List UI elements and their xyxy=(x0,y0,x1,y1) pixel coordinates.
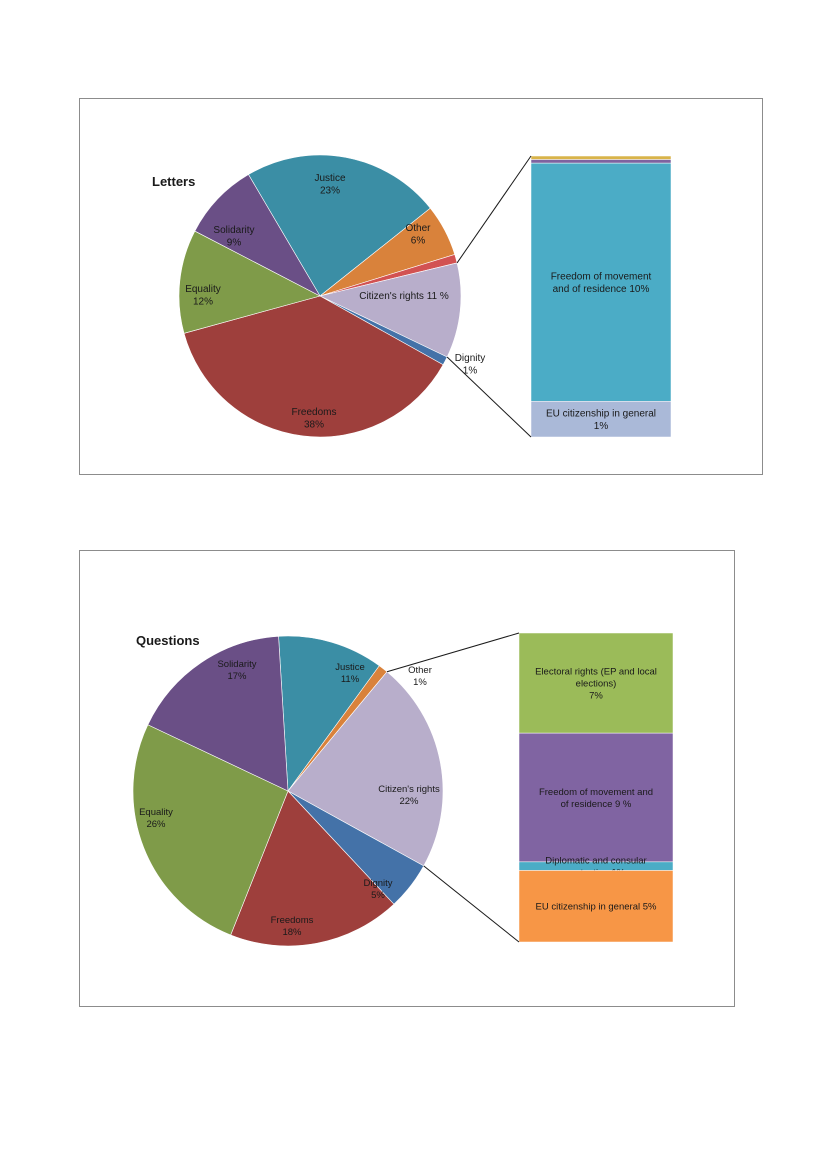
questions-label-dignity: Dignity 5% xyxy=(363,878,392,901)
letters-chart-title: Letters xyxy=(152,174,195,189)
questions-bar-segment-eu-citizenship-in-general xyxy=(518,870,674,943)
letters-chart: Justice 23% Other 6% Citizen's rights 11 % Di… xyxy=(79,98,763,475)
letters-label-citizen-s-rights: Citizen's rights 11 % xyxy=(359,291,449,302)
letters-slice-equality xyxy=(178,230,321,334)
letters-slice-solidarity xyxy=(194,174,321,297)
letters-connector-top xyxy=(456,155,532,264)
letters-slice-citizen-s-rights xyxy=(319,262,462,358)
questions-bar-label-eu-citizenship-in-general: EU citizenship in general 5% xyxy=(536,902,657,913)
questions-label-justice: Justice 11% xyxy=(335,662,365,685)
letters-chart-svg: Justice 23% Other 6% Citizen's rights 11 % Di… xyxy=(152,154,672,438)
letters-bar-segment-minor-1 xyxy=(530,159,672,164)
questions-label-other: Other 1% xyxy=(408,665,432,688)
questions-bar-segment-freedom-of-movement-and-of-residence xyxy=(518,732,674,863)
letters-slice-freedoms xyxy=(183,295,444,438)
letters-label-justice: Justice 23% xyxy=(314,173,346,197)
questions-label-freedoms: Freedoms 18% xyxy=(271,915,314,938)
letters-bar-segment-eu-citizenship-in-general xyxy=(530,401,672,438)
questions-label-equality: Equality 26% xyxy=(139,807,173,830)
questions-label-citizen-s-rights: Citizen's rights 22% xyxy=(378,784,440,807)
letters-bar-segment-freedom-of-movement-and-of-residence xyxy=(530,162,672,402)
letters-bar-label-eu-citizenship-in-general: EU citizenship in general 1% xyxy=(546,408,656,432)
questions-slice-solidarity xyxy=(147,635,289,792)
questions-chart-svg: Justice 11% Other 1% Citizen's rights 22% Dign… xyxy=(132,632,674,947)
questions-bar-label-freedom-of-movement-and-of-residence: Freedom of movement and of residence 9 % xyxy=(539,787,653,810)
letters-bar-segment-minor-0 xyxy=(530,155,672,160)
letters-label-freedoms: Freedoms 38% xyxy=(291,407,336,431)
questions-connector-bottom xyxy=(423,865,520,943)
letters-label-dignity: Dignity 1% xyxy=(455,353,486,377)
questions-bar-label-electoral-rights-ep-and-local-elections: Electoral rights (EP and local elections)… xyxy=(535,667,657,702)
questions-slice-freedoms xyxy=(230,790,395,947)
letters-label-equality: Equality 12% xyxy=(185,284,221,308)
questions-chart-title: Questions xyxy=(136,633,200,648)
letters-bar-label-freedom-of-movement-and-of-residence: Freedom of movement and of residence 10% xyxy=(551,271,652,295)
questions-slice-citizen-s-rights xyxy=(287,671,444,867)
questions-connector-top xyxy=(386,632,520,673)
letters-slice-justice xyxy=(248,154,431,297)
letters-connector-bottom xyxy=(446,356,532,438)
letters-label-other: Other 6% xyxy=(405,223,431,247)
questions-label-solidarity: Solidarity 17% xyxy=(217,659,256,682)
questions-bar-segment-electoral-rights-ep-and-local-elections xyxy=(518,632,674,734)
questions-slice-equality xyxy=(132,724,289,936)
letters-label-solidarity: Solidarity 9% xyxy=(213,225,254,249)
questions-slice-justice xyxy=(278,635,380,792)
questions-chart: Justice 11% Other 1% Citizen's rights 22% Dign… xyxy=(79,550,735,1007)
